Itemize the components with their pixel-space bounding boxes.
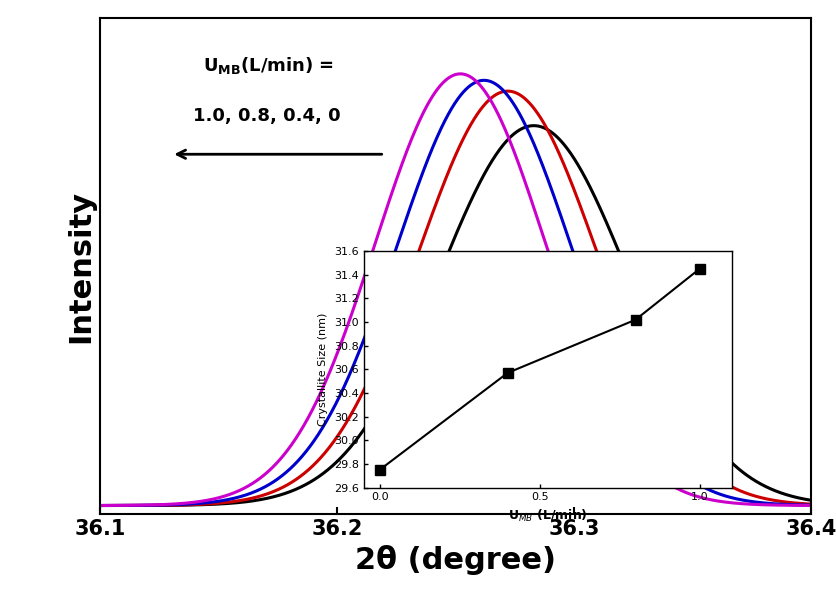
Text: 1.0, 0.8, 0.4, 0: 1.0, 0.8, 0.4, 0 <box>192 107 340 125</box>
X-axis label: 2θ (degree): 2θ (degree) <box>355 544 556 574</box>
Y-axis label: Crystallite Size (nm): Crystallite Size (nm) <box>319 313 329 426</box>
Text: U$_{\mathbf{MB}}$(L/min) =: U$_{\mathbf{MB}}$(L/min) = <box>203 55 334 76</box>
Y-axis label: Intensity: Intensity <box>66 189 94 343</box>
X-axis label: U$_{MB}$ (L/min): U$_{MB}$ (L/min) <box>507 508 588 524</box>
